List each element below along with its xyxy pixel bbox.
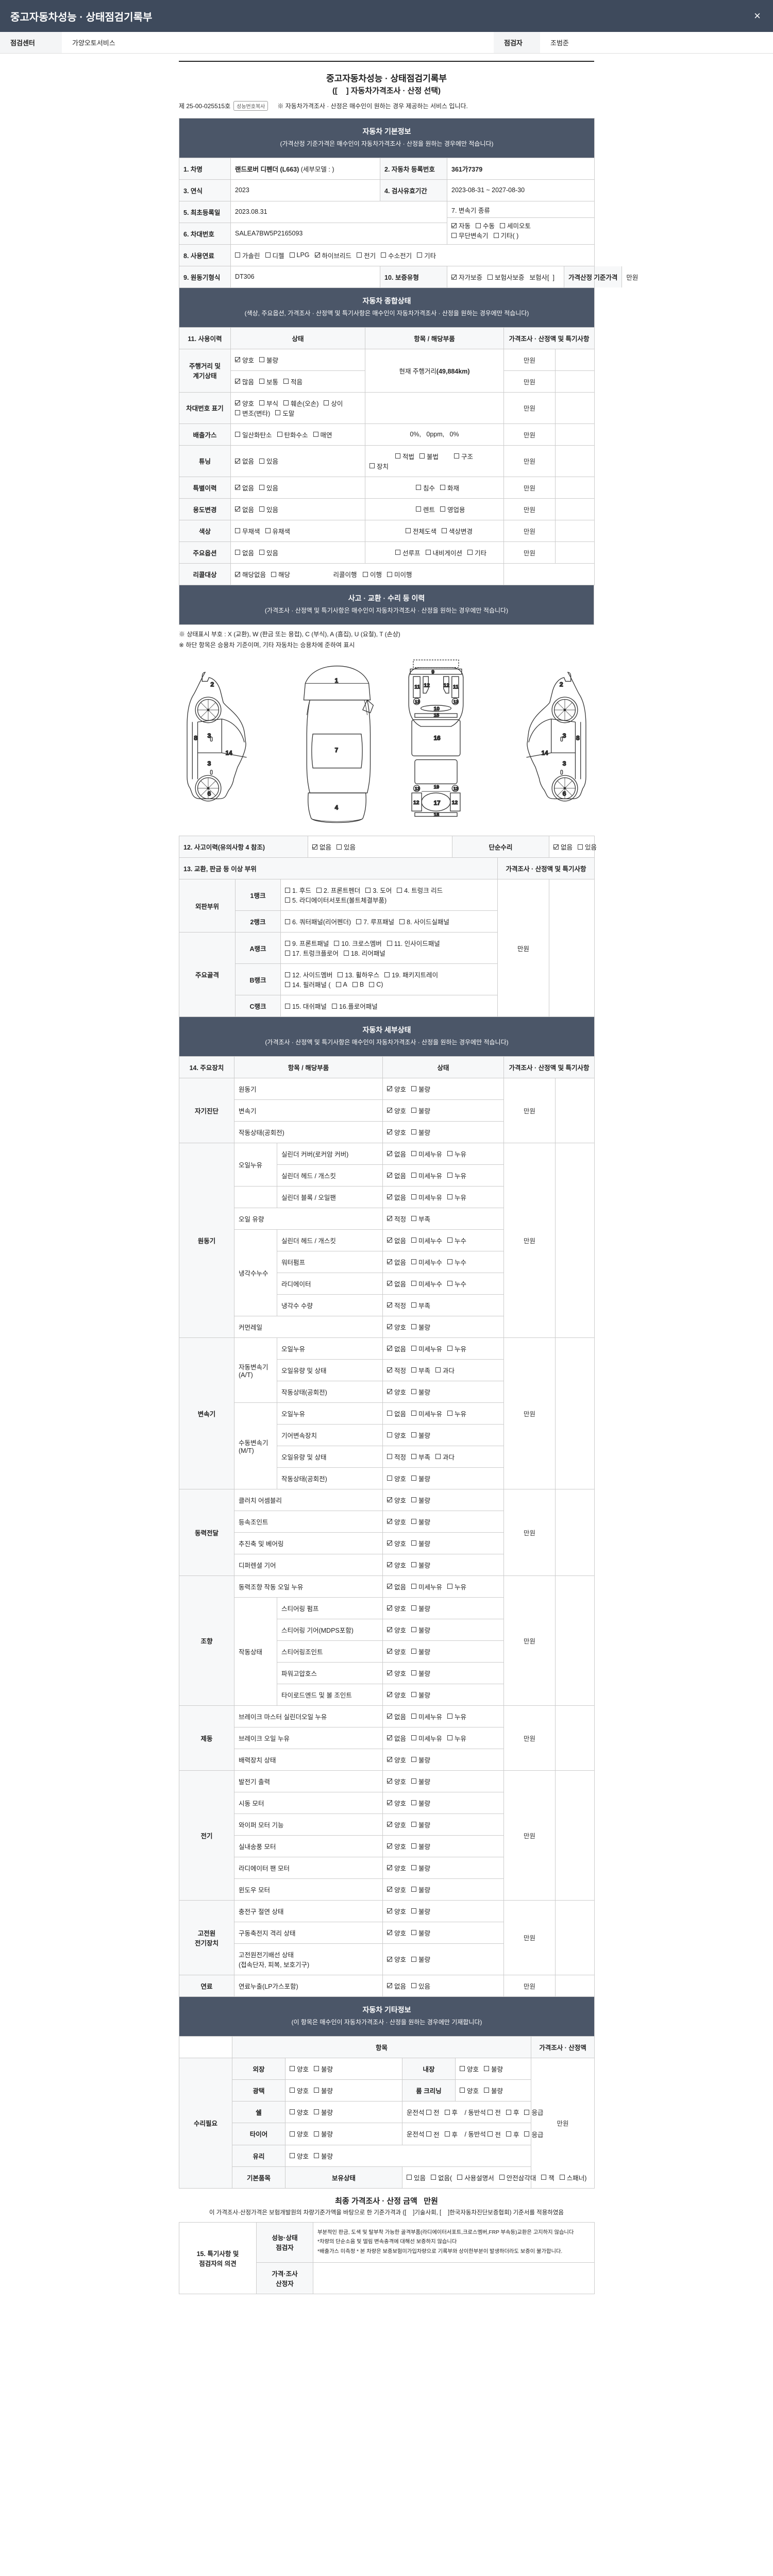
svg-text:2: 2 — [560, 681, 563, 688]
svg-text:12: 12 — [444, 683, 450, 689]
svg-text:13: 13 — [415, 699, 420, 704]
svg-text:3: 3 — [208, 732, 211, 739]
svg-text:14: 14 — [226, 750, 233, 757]
svg-text:7: 7 — [335, 747, 339, 754]
svg-text:3: 3 — [563, 760, 566, 767]
svg-text:12: 12 — [424, 683, 430, 689]
svg-text:16: 16 — [434, 735, 441, 741]
svg-text:4: 4 — [335, 804, 339, 811]
svg-text:6: 6 — [208, 790, 211, 798]
svg-text:3: 3 — [563, 732, 566, 739]
svg-text:9: 9 — [431, 669, 434, 675]
svg-text:13: 13 — [415, 786, 420, 791]
svg-text:19: 19 — [434, 784, 440, 790]
svg-text:1: 1 — [335, 677, 339, 684]
svg-text:13: 13 — [453, 699, 459, 704]
svg-text:2: 2 — [210, 681, 214, 688]
svg-text:3: 3 — [208, 760, 211, 767]
svg-text:8: 8 — [194, 734, 197, 741]
svg-text:6: 6 — [563, 790, 566, 798]
svg-text:11: 11 — [453, 685, 459, 690]
svg-text:13: 13 — [453, 786, 459, 791]
svg-text:15: 15 — [434, 713, 440, 718]
svg-text:12: 12 — [452, 800, 458, 806]
svg-text:17: 17 — [434, 800, 441, 807]
svg-text:11: 11 — [414, 685, 420, 690]
svg-text:14: 14 — [542, 750, 549, 757]
svg-text:8: 8 — [576, 734, 580, 741]
svg-text:12: 12 — [413, 800, 419, 806]
svg-text:10: 10 — [434, 706, 440, 712]
svg-text:18: 18 — [434, 812, 440, 818]
